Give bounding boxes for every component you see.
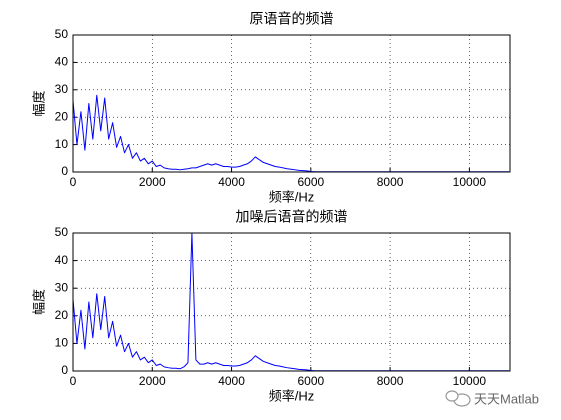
y-tick-label: 50	[55, 27, 69, 41]
axes-box	[72, 34, 511, 173]
y-tick-label: 50	[55, 225, 69, 239]
plot-area	[73, 35, 510, 172]
x-axis-label: 频率/Hz	[269, 189, 315, 204]
x-tick-label: 2000	[139, 374, 166, 388]
x-tick-label: 8000	[377, 374, 404, 388]
axes-box	[72, 232, 511, 372]
x-axis-label: 频率/Hz	[269, 388, 315, 403]
y-tick-label: 20	[55, 308, 69, 322]
x-tick-label: 8000	[377, 175, 404, 189]
x-tick-label: 4000	[218, 374, 245, 388]
y-tick-label: 0	[61, 164, 68, 178]
y-tick-label: 30	[55, 280, 69, 294]
watermark: 天天Matlab	[474, 391, 539, 406]
y-axis-label: 幅度	[31, 289, 46, 315]
y-tick-label: 40	[55, 253, 69, 267]
chart-title: 原语音的频谱	[250, 11, 334, 27]
y-tick-label: 40	[55, 55, 69, 69]
x-tick-label: 6000	[297, 175, 324, 189]
x-tick-label: 0	[70, 374, 77, 388]
y-tick-label: 30	[55, 82, 69, 96]
x-tick-label: 10000	[453, 374, 487, 388]
y-tick-label: 20	[55, 109, 69, 123]
y-tick-label: 10	[55, 137, 69, 151]
x-tick-label: 10000	[453, 175, 487, 189]
plot-area	[73, 233, 510, 371]
y-tick-label: 0	[61, 363, 68, 377]
y-axis-label: 幅度	[31, 90, 46, 116]
x-tick-label: 2000	[139, 175, 166, 189]
chart-title: 加噪后语音的频谱	[236, 209, 348, 225]
x-tick-label: 6000	[297, 374, 324, 388]
watermark-icon	[445, 390, 471, 407]
x-tick-label: 4000	[218, 175, 245, 189]
y-tick-label: 10	[55, 336, 69, 350]
x-tick-label: 0	[70, 175, 77, 189]
